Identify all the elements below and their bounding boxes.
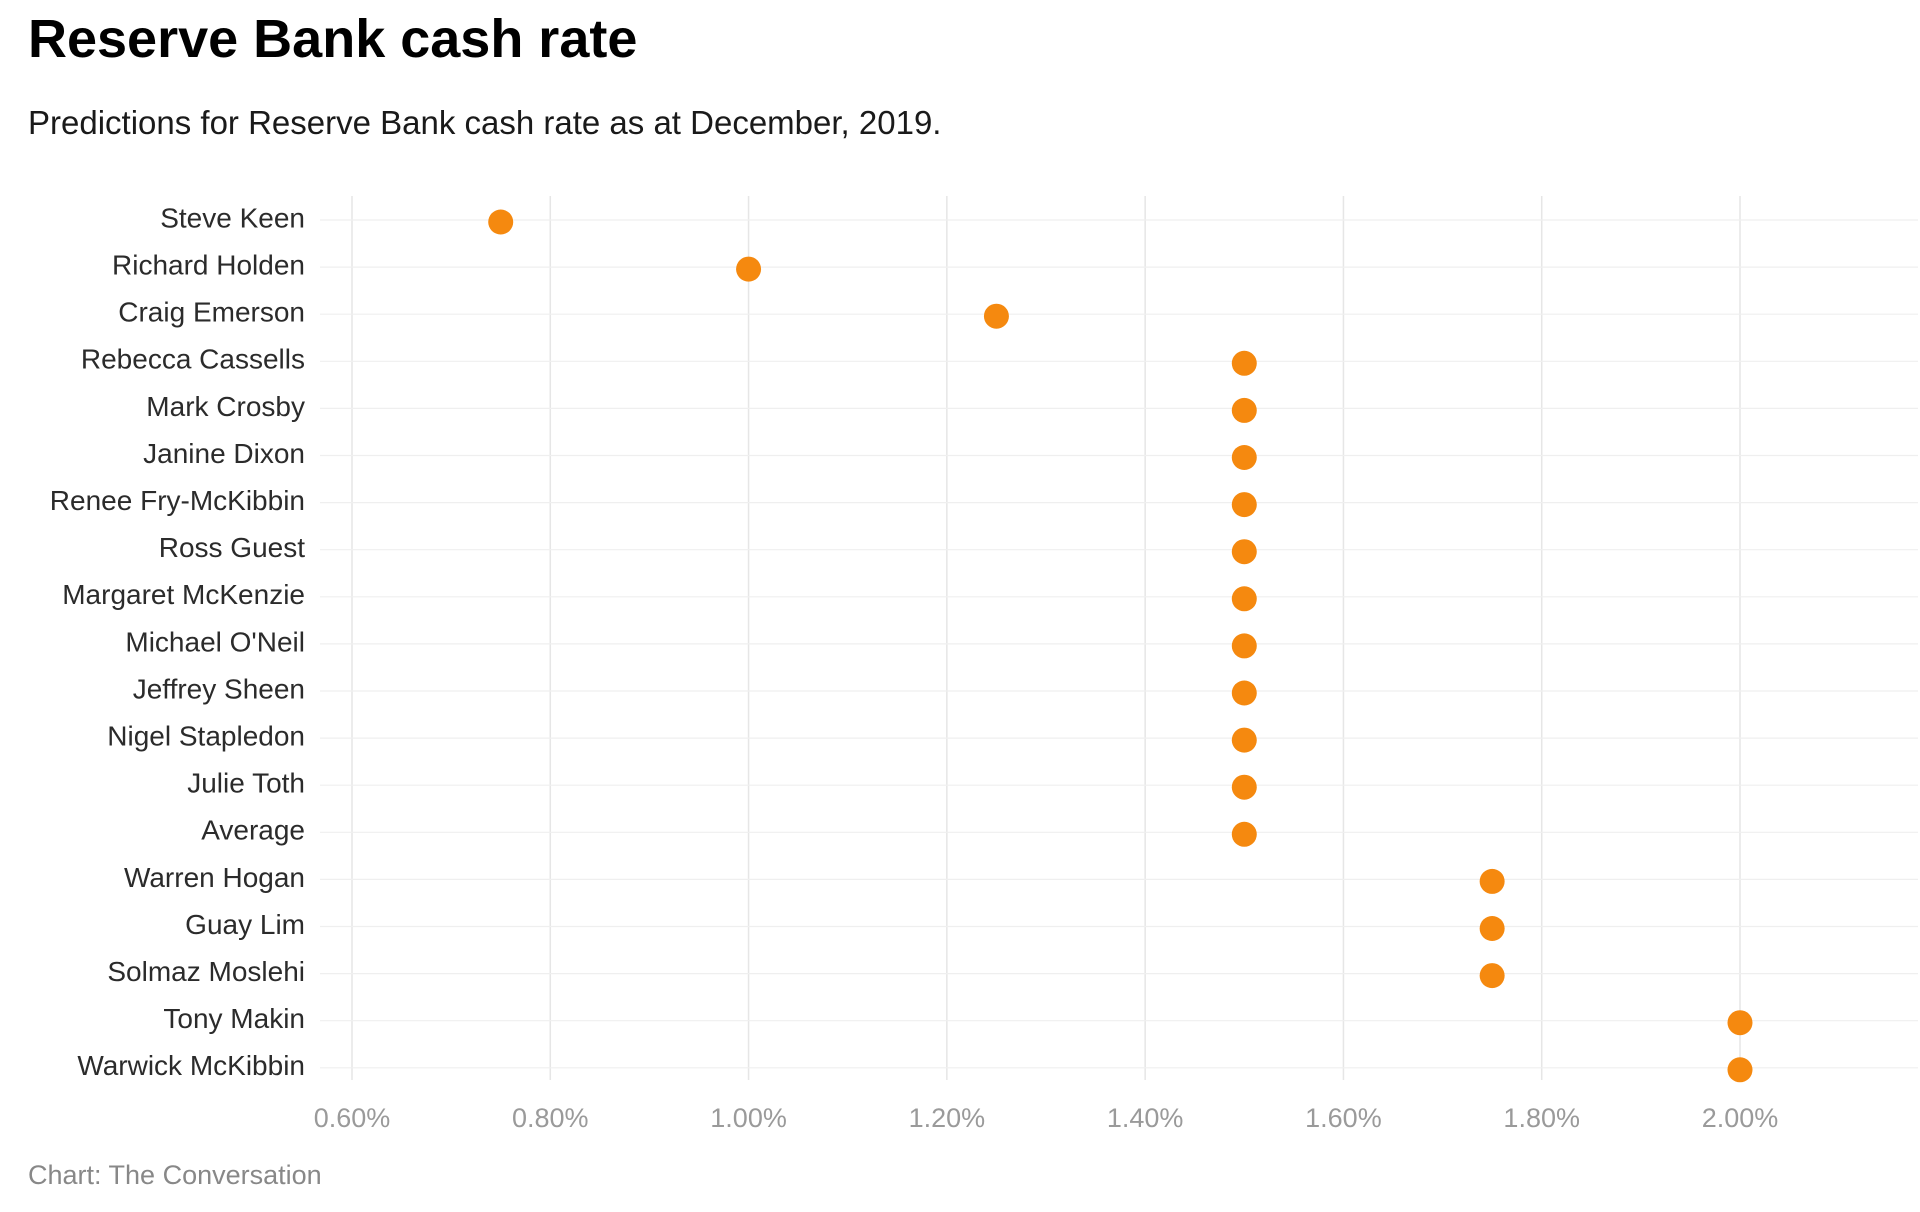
row-label: Renee Fry-McKibbin — [50, 485, 305, 516]
data-point — [1231, 727, 1257, 753]
data-point — [1479, 916, 1505, 941]
data-point — [1231, 397, 1257, 423]
data-point — [1231, 350, 1257, 376]
data-point — [1231, 821, 1257, 847]
data-point — [1231, 586, 1257, 612]
row-label: Rebecca Cassells — [81, 344, 305, 375]
x-tick-label: 1.40% — [1107, 1103, 1184, 1133]
data-point — [1727, 1010, 1753, 1036]
row-label: Average — [201, 815, 305, 846]
row-label: Margaret McKenzie — [62, 579, 305, 610]
row-label: Richard Holden — [112, 249, 305, 280]
data-point — [736, 256, 762, 282]
data-point — [1727, 1057, 1753, 1083]
data-point — [1231, 633, 1257, 659]
row-label: Julie Toth — [187, 768, 305, 799]
data-point — [1231, 539, 1257, 565]
y-axis-labels: Steve Keen Richard Holden Craig Emerson Reb… — [50, 202, 305, 1081]
chart-title: Reserve Bank cash rate — [28, 9, 638, 69]
row-label: Ross Guest — [159, 532, 305, 563]
x-tick-label: 0.80% — [512, 1103, 589, 1133]
row-label: Warwick McKibbin — [77, 1050, 305, 1081]
data-point — [1231, 445, 1257, 470]
chart-subtitle: Predictions for Reserve Bank cash rate a… — [28, 104, 942, 141]
x-tick-label: 1.20% — [909, 1103, 986, 1133]
data-point — [1231, 774, 1257, 800]
x-axis-ticks: 0.60% 0.80% 1.00% 1.20% 1.40% 1.60% 1.80% 2.00% — [314, 1103, 1779, 1133]
x-tick-label: 1.00% — [710, 1103, 787, 1133]
row-label: Janine Dixon — [143, 438, 305, 469]
chart-credit: Chart: The Conversation — [28, 1160, 322, 1190]
row-label: Tony Makin — [163, 1003, 305, 1034]
row-label: Guay Lim — [185, 909, 305, 940]
row-label: Nigel Stapledon — [107, 720, 305, 751]
row-label: Solmaz Moslehi — [107, 956, 305, 987]
row-label: Craig Emerson — [118, 297, 305, 328]
row-label: Mark Crosby — [146, 391, 305, 422]
data-point — [1479, 963, 1505, 989]
row-label: Jeffrey Sheen — [133, 673, 305, 704]
row-label: Warren Hogan — [124, 862, 305, 893]
x-tick-label: 1.80% — [1503, 1103, 1580, 1133]
data-point — [488, 209, 514, 235]
data-points — [488, 209, 1753, 1083]
data-point — [1479, 868, 1505, 894]
row-label: Steve Keen — [160, 202, 305, 233]
x-tick-label: 2.00% — [1702, 1103, 1779, 1133]
grid-layer — [320, 196, 1918, 1080]
data-point — [983, 303, 1009, 329]
data-point — [1231, 680, 1257, 706]
x-tick-label: 1.60% — [1305, 1103, 1382, 1133]
x-tick-label: 0.60% — [314, 1103, 391, 1133]
data-point — [1231, 492, 1257, 518]
row-label: Michael O'Neil — [125, 626, 305, 657]
